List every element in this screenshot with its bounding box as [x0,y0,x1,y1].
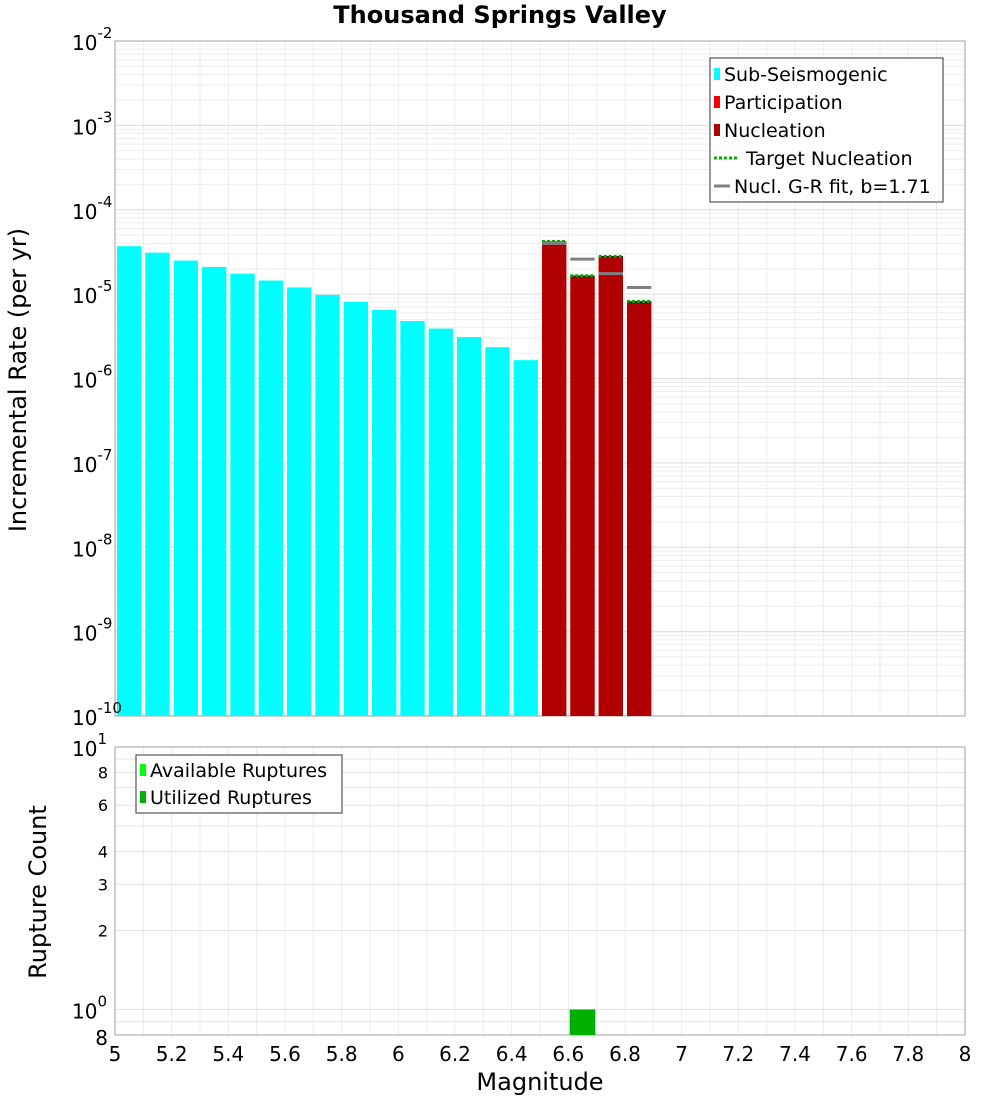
bar-sub-seismogenic [428,328,453,716]
y-tick-label: 100 [72,993,107,1024]
bottom-legend: Available Ruptures Utilized Ruptures [135,754,343,814]
y-tick-label: 10-8 [72,530,112,561]
x-tick-label: 5.4 [212,1042,244,1066]
y-tick-label: 8 [95,1026,108,1050]
legend-swatch [714,68,720,80]
bar-sub-seismogenic [230,273,255,716]
bar-sub-seismogenic [343,301,368,716]
legend-swatch [140,791,146,803]
x-tick-label: 6.6 [552,1042,584,1066]
legend-label: Target Nucleation [745,148,913,170]
bar-utilized-ruptures [569,1009,596,1035]
x-tick-label: 7.4 [779,1042,811,1066]
x-tick-label: 5 [109,1042,122,1066]
y-tick-label: 4 [98,842,108,861]
y-tick-label: 10-2 [72,24,112,55]
bar-sub-seismogenic [457,337,482,716]
bar-sub-seismogenic [202,266,227,716]
bar-sub-seismogenic [287,287,312,716]
legend-swatch [714,96,720,108]
x-tick-label: 7.2 [722,1042,754,1066]
legend-label: Participation [724,92,843,114]
y-tick-label: 8 [98,763,108,782]
bar-sub-seismogenic [315,294,340,716]
x-tick-label: 7.8 [892,1042,924,1066]
legend-label: Nucl. G-R fit, b=1.71 [734,176,931,198]
legend-label: Available Ruptures [150,760,327,782]
x-tick-label: 5.8 [326,1042,358,1066]
bar-sub-seismogenic [372,309,397,716]
legend-frame [709,57,944,203]
y-tick-label: 10-7 [72,446,112,477]
y-tick-label: 10-10 [72,699,122,730]
chart-title: Thousand Springs Valley [333,1,667,29]
y-tick-label: 6 [98,796,108,815]
y-tick-label: 2 [98,922,108,941]
bar-nucleation [598,257,623,716]
x-tick-label: 5.2 [156,1042,188,1066]
x-axis-label: Magnitude [476,1068,603,1096]
x-tick-label: 6.2 [439,1042,471,1066]
top-plot-area: 10-2 10-3 10-4 10-5 10-6 10-7 10-8 10-9 10-10 Sub… [72,24,966,730]
x-tick-label: 8 [959,1042,972,1066]
x-tick-label: 7.6 [836,1042,868,1066]
y-tick-label: 10-5 [72,277,112,308]
bottom-plot-frame [114,746,966,1036]
bar-sub-seismogenic [513,360,538,716]
y-tick-label: 10-3 [72,108,112,139]
bar-sub-seismogenic [485,347,510,716]
x-tick-label: 6.4 [496,1042,528,1066]
top-plot-frame [114,40,966,717]
x-tick-label: 6 [392,1042,405,1066]
bar-nucleation [627,302,652,716]
bar-sub-seismogenic [258,280,283,716]
top-legend: Sub-Seismogenic Participation Nucleation Ta… [709,57,944,203]
legend-label: Sub-Seismogenic [724,64,888,86]
legend-label: Utilized Ruptures [150,787,312,809]
bar-nucleation [570,276,595,716]
legend-frame [135,754,343,814]
x-tick-label: 5.6 [269,1042,301,1066]
bottom-y-axis-label: Rupture Count [24,805,52,979]
y-tick-label: 10-9 [72,615,112,646]
bar-nucleation [542,242,567,716]
x-tick-label: 6.8 [609,1042,641,1066]
y-tick-label: 3 [98,875,108,894]
bar-sub-seismogenic [145,252,170,716]
legend-swatch [140,764,146,776]
bar-sub-seismogenic [117,246,142,716]
legend-label: Nucleation [724,120,826,142]
x-tick-label: 7 [675,1042,688,1066]
y-tick-label: 101 [72,730,107,761]
bar-sub-seismogenic [400,321,425,716]
bar-sub-seismogenic [173,260,198,716]
top-y-axis-label: Incremental Rate (per yr) [4,228,32,532]
legend-swatch [714,124,720,136]
y-tick-label: 10-4 [72,193,112,224]
y-tick-label: 10-6 [72,362,112,393]
